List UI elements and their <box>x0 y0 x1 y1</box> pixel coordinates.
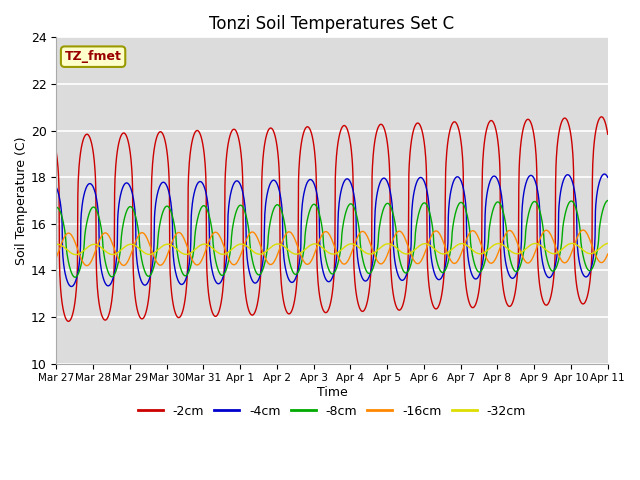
-2cm <box>604 132 612 137</box>
Y-axis label: Soil Temperature (C): Soil Temperature (C) <box>15 136 28 265</box>
-8cm <box>52 204 60 210</box>
-8cm <box>162 204 170 209</box>
-4cm <box>175 280 183 286</box>
-4cm <box>539 260 547 265</box>
-4cm <box>52 185 60 191</box>
-16cm <box>162 255 170 261</box>
-8cm <box>490 204 498 210</box>
-32cm <box>490 242 498 248</box>
Line: -32cm: -32cm <box>56 243 608 254</box>
-8cm <box>539 221 547 227</box>
-32cm <box>539 244 547 250</box>
-4cm <box>162 181 170 187</box>
-8cm <box>418 202 426 208</box>
-16cm <box>539 231 547 237</box>
-4cm <box>600 171 608 177</box>
-16cm <box>604 251 612 257</box>
-16cm <box>175 229 183 235</box>
Line: -2cm: -2cm <box>56 117 608 321</box>
Title: Tonzi Soil Temperatures Set C: Tonzi Soil Temperatures Set C <box>209 15 454 33</box>
-4cm <box>67 284 75 289</box>
-16cm <box>579 227 587 233</box>
X-axis label: Time: Time <box>317 386 348 399</box>
-16cm <box>52 254 60 260</box>
-16cm <box>490 259 498 264</box>
-32cm <box>568 240 576 246</box>
-2cm <box>598 114 605 120</box>
-32cm <box>604 240 612 246</box>
Line: -16cm: -16cm <box>56 230 608 265</box>
-16cm <box>83 263 91 268</box>
-2cm <box>162 142 170 148</box>
-4cm <box>418 175 426 181</box>
Legend: -2cm, -4cm, -8cm, -16cm, -32cm: -2cm, -4cm, -8cm, -16cm, -32cm <box>133 400 531 423</box>
-2cm <box>418 127 426 133</box>
-2cm <box>237 151 245 156</box>
-2cm <box>539 297 547 302</box>
-2cm <box>65 318 72 324</box>
Line: -4cm: -4cm <box>56 174 608 287</box>
-4cm <box>237 183 245 189</box>
Line: -8cm: -8cm <box>56 201 608 277</box>
Text: TZ_fmet: TZ_fmet <box>65 50 122 63</box>
-8cm <box>237 203 245 208</box>
-4cm <box>604 174 612 180</box>
-32cm <box>72 252 80 257</box>
-2cm <box>175 314 183 320</box>
-8cm <box>604 198 612 204</box>
-32cm <box>237 241 245 247</box>
-2cm <box>490 120 498 126</box>
-32cm <box>418 241 426 247</box>
-16cm <box>237 251 245 257</box>
-4cm <box>490 173 498 179</box>
-16cm <box>418 257 426 263</box>
-32cm <box>52 241 60 247</box>
-8cm <box>71 275 79 280</box>
-32cm <box>175 249 183 254</box>
-32cm <box>162 241 170 247</box>
-8cm <box>175 261 183 266</box>
-2cm <box>52 150 60 156</box>
